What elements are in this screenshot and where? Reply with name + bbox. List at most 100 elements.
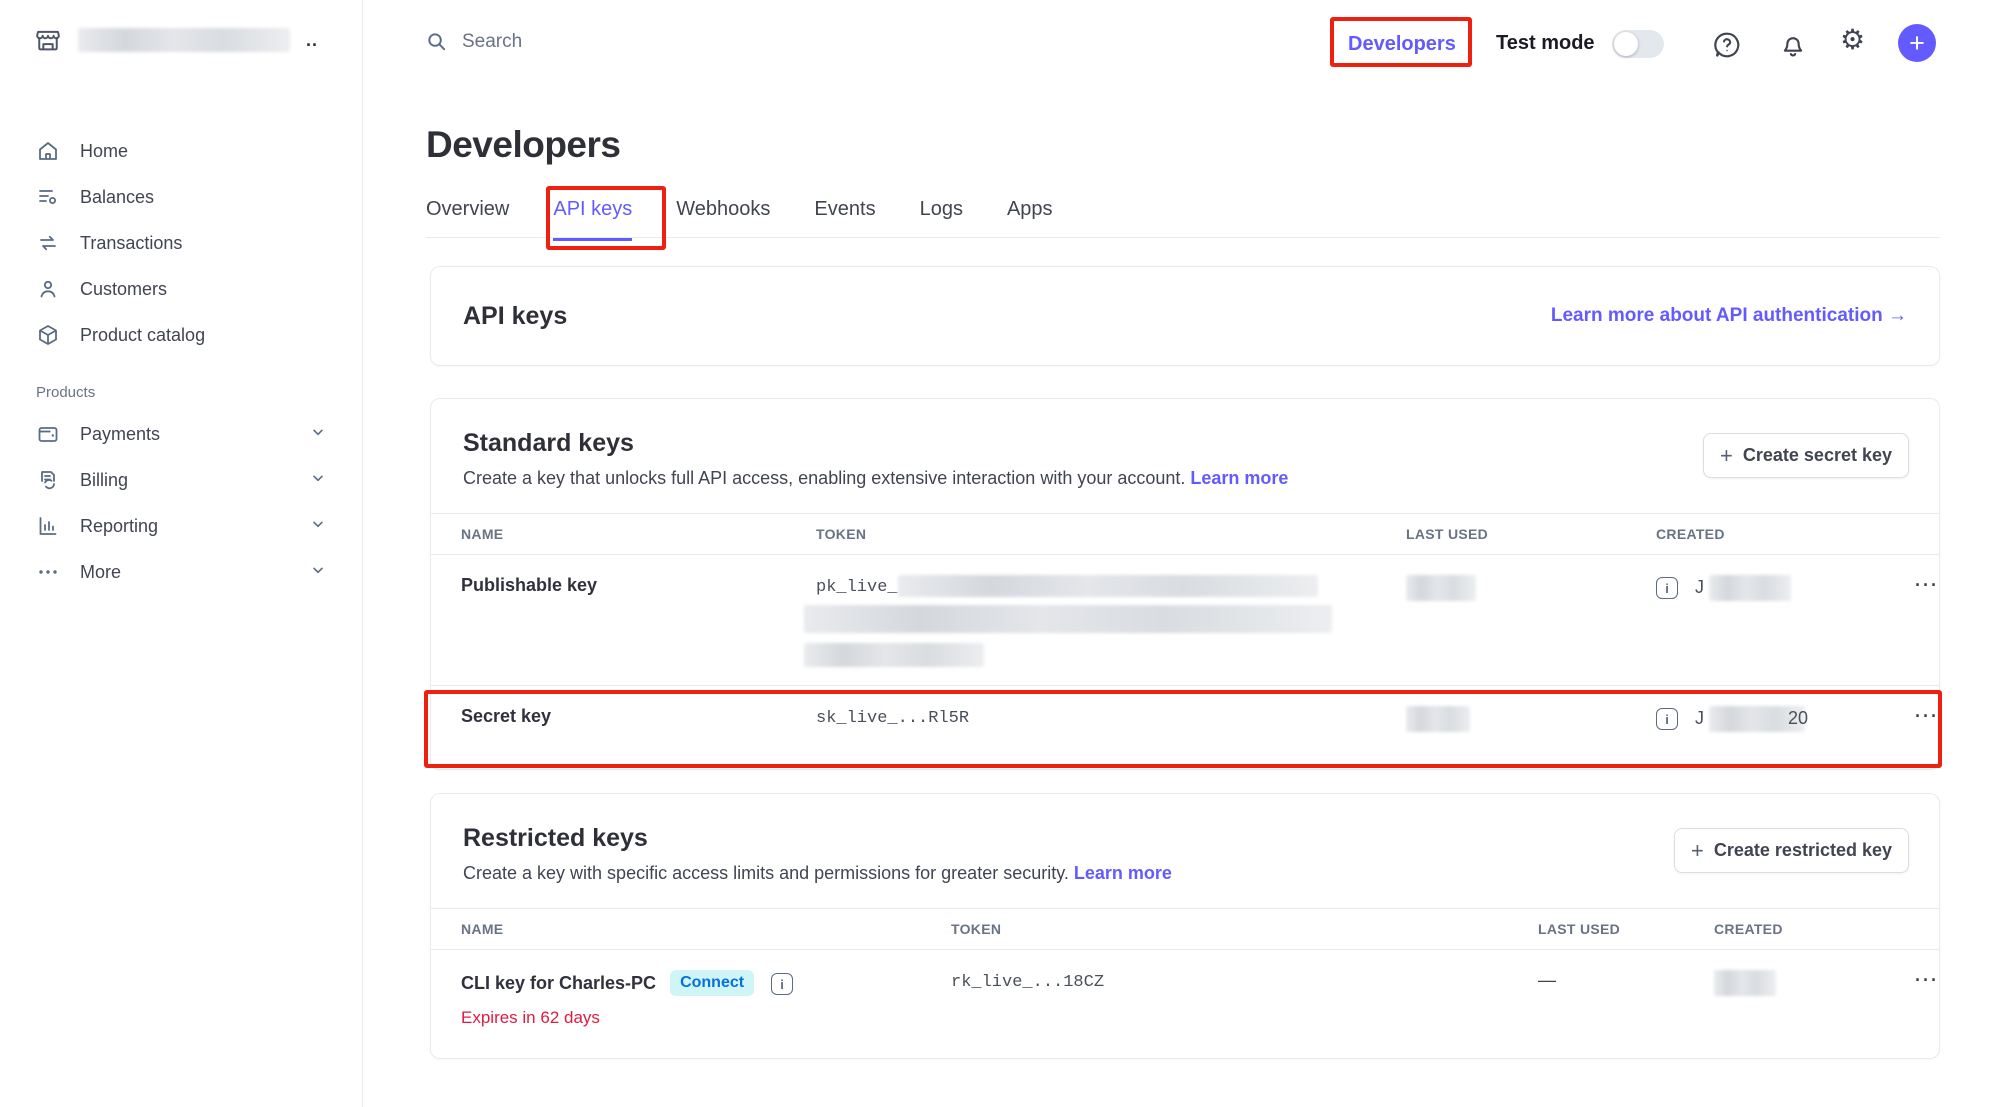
standard-keys-learn-more-link[interactable]: Learn more: [1190, 468, 1289, 488]
help-icon[interactable]: [1712, 30, 1742, 65]
created-visible-text: J: [1695, 576, 1705, 597]
sidebar-item-label: Customers: [80, 278, 168, 299]
create-plus-button[interactable]: +: [1898, 24, 1936, 62]
tab-overview[interactable]: Overview: [426, 198, 510, 220]
expires-warning: Expires in 62 days: [461, 1008, 600, 1027]
sidebar-item-payments[interactable]: Payments: [0, 411, 362, 457]
account-switcher[interactable]: ..: [34, 26, 318, 54]
billing-icon: [36, 468, 60, 492]
transactions-icon: [36, 231, 60, 255]
sidebar-item-billing[interactable]: Billing: [0, 457, 362, 503]
sidebar-item-home[interactable]: Home: [0, 128, 362, 174]
payments-icon: [36, 422, 60, 446]
standard-keys-table: NAME TOKEN LAST USED CREATED Publishable…: [431, 513, 1939, 751]
home-icon: [36, 139, 60, 163]
table-header-row: NAME TOKEN LAST USED CREATED: [431, 908, 1939, 950]
tab-webhooks[interactable]: Webhooks: [676, 198, 771, 220]
info-icon[interactable]: i: [1656, 577, 1678, 599]
key-last-used: [1406, 555, 1656, 686]
sidebar-item-product-catalog[interactable]: Product catalog: [0, 312, 362, 358]
plus-icon: +: [1909, 27, 1925, 58]
sidebar-item-label: Reporting: [80, 515, 159, 536]
table-row-publishable-key: Publishable key pk_live_ i J ···: [431, 555, 1939, 686]
account-name-ellipsis: ..: [306, 29, 319, 50]
created-redacted: [1709, 575, 1792, 601]
key-created: i J 20: [1656, 685, 1826, 751]
standard-keys-description-text: Create a key that unlocks full API acces…: [463, 468, 1186, 488]
plus-icon: +: [1691, 837, 1704, 863]
table-header-row: NAME TOKEN LAST USED CREATED: [431, 513, 1939, 555]
tab-apps[interactable]: Apps: [1006, 198, 1053, 220]
col-header-last-used: LAST USED: [1406, 513, 1656, 555]
sidebar-item-label: Billing: [80, 469, 129, 490]
settings-gear-icon[interactable]: ⚙: [1840, 24, 1866, 55]
key-token-cell[interactable]: rk_live_...18CZ: [951, 950, 1538, 1047]
sidebar-item-label: More: [80, 561, 122, 582]
create-restricted-key-button[interactable]: + Create restricted key: [1674, 828, 1909, 873]
sidebar-item-transactions[interactable]: Transactions: [0, 220, 362, 266]
developers-link[interactable]: Developers: [1348, 33, 1456, 55]
test-mode-toggle[interactable]: [1612, 30, 1664, 58]
search-input[interactable]: Search: [425, 30, 522, 53]
sidebar-item-label: Payments: [80, 423, 161, 444]
key-token-cell[interactable]: pk_live_: [804, 555, 1406, 686]
tab-bar: Overview API keys Webhooks Events Logs A…: [426, 198, 1053, 241]
token-prefix: pk_live_: [816, 578, 898, 597]
search-icon: [425, 30, 448, 53]
info-icon[interactable]: i: [771, 973, 794, 996]
standard-keys-card: Standard keys Create a key that unlocks …: [430, 398, 1940, 770]
sidebar-item-reporting[interactable]: Reporting: [0, 503, 362, 549]
sidebar-item-customers[interactable]: Customers: [0, 266, 362, 312]
page-title: Developers: [426, 124, 621, 165]
chevron-down-icon: [310, 516, 326, 537]
cli-key-token: rk_live_...18CZ: [951, 973, 1105, 992]
restricted-keys-description: Create a key with specific access limits…: [463, 863, 1907, 884]
customers-icon: [36, 277, 60, 301]
last-used-redacted: [1406, 706, 1470, 733]
created-redacted: [1709, 706, 1806, 733]
product-catalog-icon: [36, 323, 60, 347]
learn-more-api-auth-link[interactable]: Learn more about API authentication →: [1550, 305, 1907, 326]
tab-logs[interactable]: Logs: [919, 198, 963, 220]
key-token-cell[interactable]: sk_live_...Rl5R: [816, 685, 1406, 751]
plus-icon: +: [1720, 442, 1733, 468]
api-keys-card-title: API keys: [463, 301, 568, 330]
create-secret-key-button[interactable]: + Create secret key: [1703, 433, 1909, 478]
key-name: Secret key: [431, 685, 816, 751]
sidebar-item-label: Home: [80, 140, 129, 161]
col-header-token: TOKEN: [816, 513, 1406, 555]
col-header-token: TOKEN: [951, 908, 1538, 950]
account-name-redacted: [78, 28, 290, 52]
restricted-keys-table: NAME TOKEN LAST USED CREATED CLI key for…: [431, 908, 1939, 1046]
products-section-label: Products: [36, 384, 96, 401]
api-keys-card: API keys Learn more about API authentica…: [430, 266, 1940, 366]
create-secret-key-label: Create secret key: [1742, 445, 1892, 465]
table-row-cli-key: CLI key for Charles-PC Connect i Expires …: [431, 950, 1939, 1047]
tab-events[interactable]: Events: [814, 198, 876, 220]
last-used-redacted: [1406, 575, 1476, 601]
storefront-icon: [34, 26, 62, 54]
notifications-bell-icon[interactable]: [1778, 30, 1808, 65]
more-icon: [36, 560, 60, 584]
tab-api-keys[interactable]: API keys: [553, 198, 633, 241]
sidebar-item-balances[interactable]: Balances: [0, 174, 362, 220]
row-overflow-menu[interactable]: ···: [1915, 575, 1939, 595]
reporting-icon: [36, 514, 60, 538]
col-header-name: NAME: [431, 908, 951, 950]
token-redacted-line2: [804, 605, 1332, 634]
key-name: CLI key for Charles-PC: [461, 973, 657, 993]
restricted-keys-title: Restricted keys: [463, 824, 648, 852]
row-overflow-menu[interactable]: ···: [1915, 970, 1939, 990]
connect-badge[interactable]: Connect: [670, 970, 755, 996]
sidebar-item-label: Balances: [80, 186, 155, 207]
toggle-knob: [1614, 32, 1638, 56]
key-name-cell: CLI key for Charles-PC Connect i Expires …: [431, 950, 951, 1047]
secret-key-token: sk_live_...Rl5R: [816, 709, 970, 729]
key-last-used: [1406, 685, 1656, 751]
info-icon[interactable]: i: [1656, 708, 1678, 731]
restricted-keys-learn-more-link[interactable]: Learn more: [1073, 863, 1172, 883]
restricted-keys-description-text: Create a key with specific access limits…: [463, 863, 1069, 883]
key-created: [1714, 950, 1834, 1047]
sidebar-item-more[interactable]: More: [0, 549, 362, 595]
row-overflow-menu[interactable]: ···: [1826, 685, 1939, 751]
